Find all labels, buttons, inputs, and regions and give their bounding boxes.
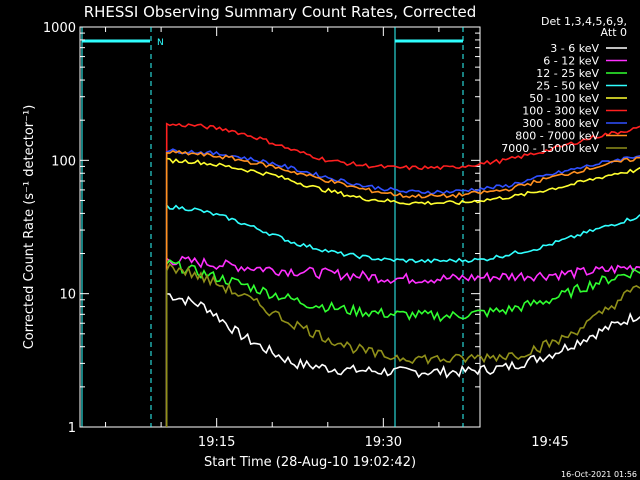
night-markers: N	[81, 27, 464, 427]
legend-label: 100 - 300 keV	[522, 105, 599, 118]
legend-label: 300 - 800 keV	[522, 117, 599, 130]
y-tick-label: 1000	[43, 21, 76, 36]
legend-label: 12 - 25 keV	[536, 67, 599, 80]
legend-label: 50 - 100 keV	[529, 92, 599, 105]
series-layer	[165, 122, 640, 427]
series-line-8	[165, 262, 640, 427]
legend-label: 25 - 50 keV	[536, 80, 599, 93]
y-tick-label: 1	[68, 421, 76, 436]
x-tick-label: 19:45	[531, 435, 568, 450]
timestamp: 16-Oct-2021 01:56	[561, 470, 637, 479]
series-line-4	[165, 157, 640, 427]
series-line-1	[165, 255, 640, 427]
y-tick-label: 10	[59, 288, 76, 303]
x-tick-label: 19:15	[198, 435, 235, 450]
plot-frame	[79, 26, 481, 428]
series-line-3	[165, 203, 640, 427]
series-line-0	[165, 292, 640, 427]
y-axis-label: Corrected Count Rate (s⁻¹ detector⁻¹)	[22, 105, 37, 350]
legend-label: 3 - 6 keV	[550, 42, 599, 55]
series-line-2	[165, 258, 640, 427]
x-axis-label: Start Time (28-Aug-10 19:02:42)	[204, 455, 416, 470]
legend-header-line: Det 1,3,4,5,6,9,	[541, 15, 627, 28]
y-tick-label: 100	[51, 154, 76, 169]
legend-label: 7000 - 15000 keV	[501, 142, 599, 155]
x-tick-label: 19:30	[365, 435, 402, 450]
series-line-7	[165, 149, 640, 427]
chart-title: RHESSI Observing Summary Count Rates, Co…	[84, 3, 477, 21]
legend-label: 800 - 7000 keV	[515, 130, 599, 143]
legend-label: 6 - 12 keV	[543, 55, 599, 68]
series-line-5	[165, 122, 640, 427]
night-flag-label: N	[157, 38, 164, 48]
legend-header-line: Att 0	[601, 26, 627, 39]
